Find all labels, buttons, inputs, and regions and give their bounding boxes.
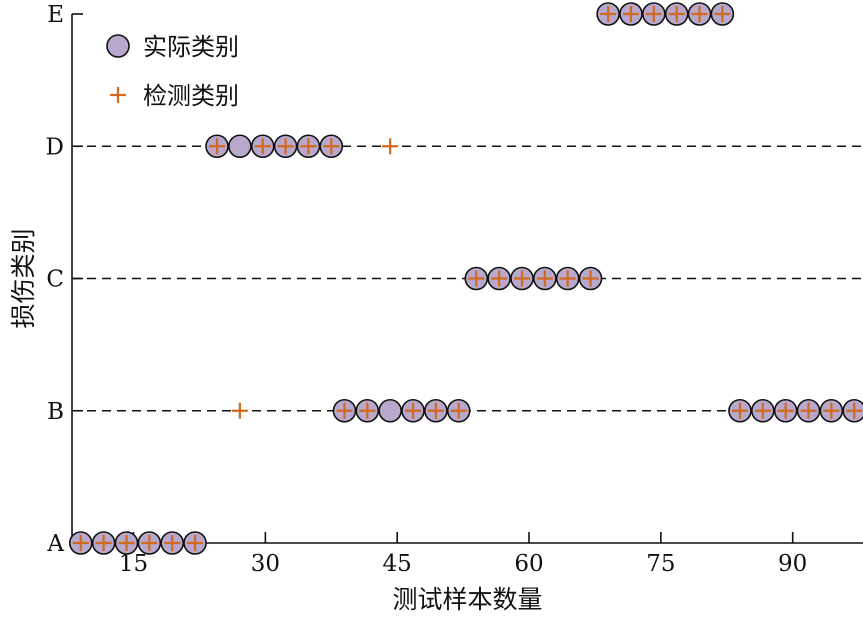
detected-point-18 xyxy=(450,402,467,419)
detected-point-6 xyxy=(187,535,204,551)
detected-point-25 xyxy=(600,6,617,22)
detected-point-2 xyxy=(95,535,112,551)
detected-point-16 xyxy=(405,402,422,419)
detected-point-10 xyxy=(277,138,294,155)
detected-point-30 xyxy=(714,6,731,22)
detected-point-36 xyxy=(846,402,863,419)
legend-label-detected: 检测类别 xyxy=(143,82,239,110)
detected-point-15 xyxy=(382,138,399,155)
data-marks xyxy=(68,2,863,555)
actual-point-15 xyxy=(378,398,402,423)
y-tick-label-B: B xyxy=(47,399,64,425)
detected-point-24 xyxy=(582,270,599,287)
x-tick-label-30: 30 xyxy=(251,551,280,577)
x-tick-label-45: 45 xyxy=(383,551,412,577)
detected-point-31 xyxy=(731,402,748,419)
y-tick-label-E: E xyxy=(47,2,64,28)
legend-plus-marker xyxy=(110,87,126,103)
x-axis-label: 测试样本数量 xyxy=(392,585,542,614)
detected-point-32 xyxy=(754,402,771,419)
x-tick-label-90: 90 xyxy=(778,551,807,577)
detected-point-11 xyxy=(300,138,317,155)
detected-point-14 xyxy=(359,402,376,419)
detected-point-33 xyxy=(777,402,794,419)
y-tick-label-C: C xyxy=(46,267,64,293)
detected-point-20 xyxy=(491,270,508,287)
legend-label-actual: 实际类别 xyxy=(143,33,239,61)
x-tick-label-75: 75 xyxy=(646,551,675,577)
y-tick-label-D: D xyxy=(46,134,64,160)
detected-point-26 xyxy=(622,6,639,22)
legend: 实际类别 检测类别 xyxy=(106,33,239,110)
detected-point-19 xyxy=(468,270,485,287)
detected-point-17 xyxy=(427,402,444,419)
detected-point-13 xyxy=(336,402,353,419)
x-tick-label-15: 15 xyxy=(119,551,148,577)
detected-point-21 xyxy=(513,270,530,287)
detected-point-5 xyxy=(164,535,181,551)
detected-point-1 xyxy=(72,535,89,551)
y-tick-label-A: A xyxy=(46,531,64,557)
detected-point-7 xyxy=(209,138,226,155)
detected-point-23 xyxy=(559,270,576,287)
detected-point-29 xyxy=(691,6,708,22)
y-axis-label: 损伤类别 xyxy=(9,228,38,328)
detected-point-9 xyxy=(254,138,271,155)
detected-point-34 xyxy=(800,402,817,419)
detected-point-27 xyxy=(645,6,662,22)
x-tick-label-60: 60 xyxy=(514,551,543,577)
detected-point-8 xyxy=(231,402,248,419)
legend-circle-marker xyxy=(106,34,130,58)
detected-point-3 xyxy=(118,535,135,551)
detected-point-12 xyxy=(323,138,340,155)
actual-point-8 xyxy=(228,134,252,159)
detected-point-4 xyxy=(141,535,158,551)
detected-point-22 xyxy=(536,270,553,287)
detected-point-35 xyxy=(823,402,840,419)
detected-point-28 xyxy=(668,6,685,22)
